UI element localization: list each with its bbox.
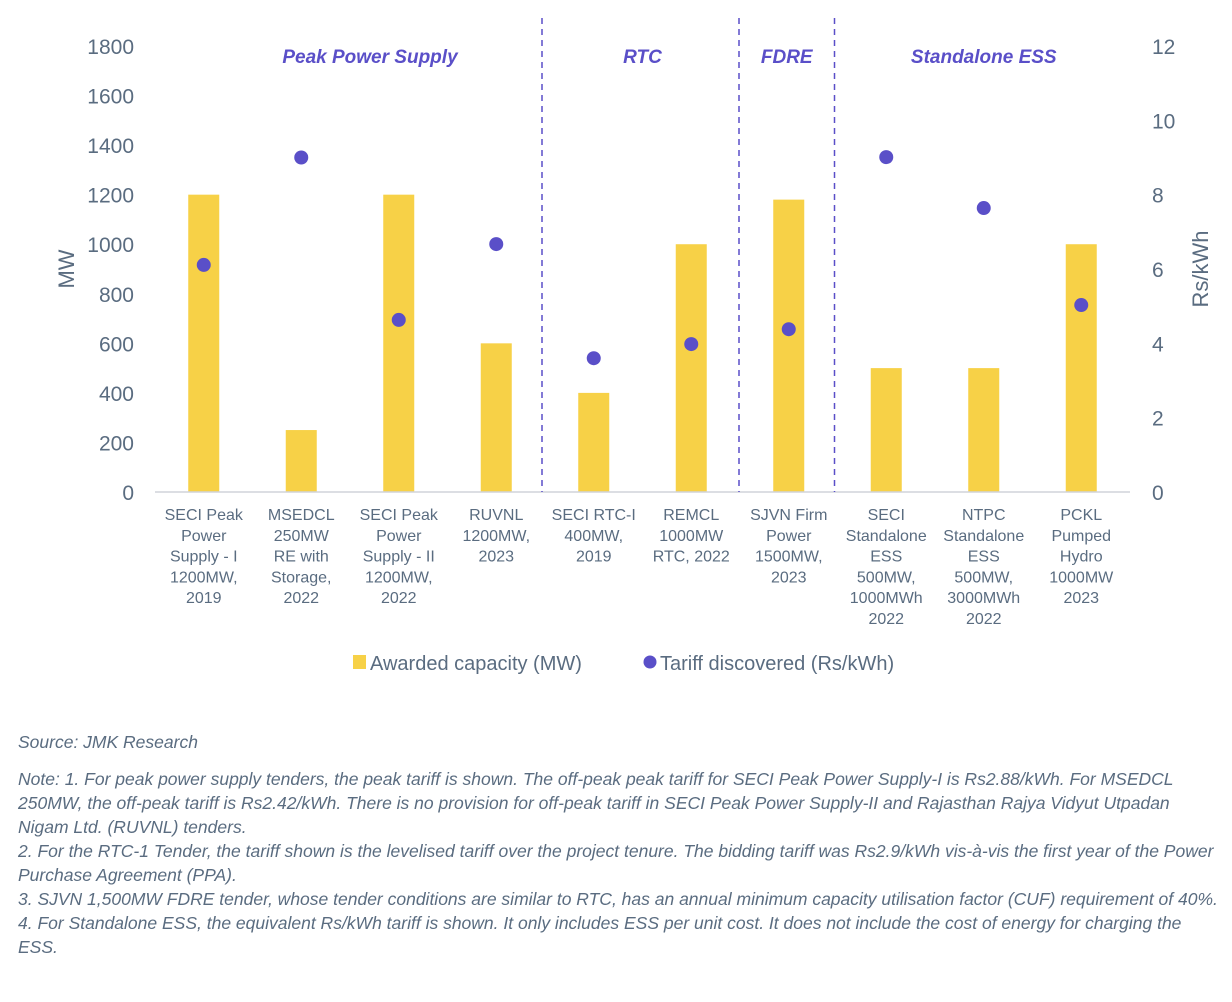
source-text: Source: JMK Research [18, 732, 198, 752]
y-right-tick-label: 6 [1152, 259, 1164, 282]
bar [285, 430, 317, 492]
y-tick-label: 1200 [87, 185, 134, 208]
legend-bar-label: Awarded capacity (MW) [370, 653, 582, 675]
category-label: REMCL 1000MW RTC, 2022 [653, 507, 730, 566]
bar [383, 194, 415, 492]
category-label: SECI Peak Power Supply - I 1200MW, 2019 [165, 507, 244, 607]
y-tick-label: 1600 [87, 86, 134, 109]
note-4: 4. For Standalone ESS, the equivalent Rs… [18, 913, 1182, 957]
tariff-point [586, 351, 601, 366]
y-right-tick-label: 8 [1152, 185, 1164, 208]
bar [578, 392, 610, 492]
y-tick-label: 800 [99, 284, 134, 307]
y-right-tick-label: 4 [1152, 333, 1164, 356]
note-3: 3. SJVN 1,500MW FDRE tender, whose tende… [18, 889, 1218, 909]
bar [968, 368, 1000, 492]
y-tick-label: 1400 [87, 135, 134, 158]
combo-chart: 0 200 400 600 800 1000 1200 1400 1600 1800 0 2 4 6 8 10… [54, 18, 1213, 675]
notes: Source: JMK Research Note: 1. For peak p… [18, 730, 1218, 959]
note-1: Note: 1. For peak power supply tenders, … [18, 769, 1174, 837]
tariff-point [1074, 298, 1089, 313]
tariff-point [781, 322, 796, 337]
section-label: RTC [623, 47, 662, 68]
section-label: Standalone ESS [911, 47, 1057, 68]
y-right-tick-label: 0 [1152, 482, 1164, 505]
y-tick-label: 400 [99, 383, 134, 406]
legend-dot-label: Tariff discovered (Rs/kWh) [660, 653, 894, 675]
y-right-axis-title: Rs/kWh [1188, 231, 1213, 308]
tariff-point [879, 150, 894, 165]
bar [870, 368, 902, 492]
bar [675, 244, 707, 492]
category-label: PCKL Pumped Hydro 1000MW 2023 [1049, 507, 1114, 607]
y-tick-label: 1000 [87, 234, 134, 257]
y-tick-label: 200 [99, 432, 134, 455]
category-label: SECI RTC-I 400MW, 2019 [552, 507, 636, 566]
tariff-point [489, 237, 504, 252]
note-2: 2. For the RTC-1 Tender, the tariff show… [18, 841, 1214, 885]
tariff-point [976, 201, 991, 216]
bar [188, 194, 220, 492]
tariff-point [391, 312, 406, 327]
tariff-point [196, 257, 211, 272]
tariff-point [294, 150, 309, 165]
y-right-tick-label: 12 [1152, 36, 1175, 59]
section-label: FDRE [761, 47, 814, 68]
y-tick-label: 1800 [87, 36, 134, 59]
section-label: Peak Power Supply [282, 47, 459, 68]
tariff-point [684, 337, 699, 352]
category-label: SECI Standalone ESS 500MW, 1000MWh 2022 [846, 507, 927, 628]
y-axis-title: MW [54, 249, 79, 288]
category-label: MSEDCL 250MW RE with Storage, 2022 [268, 507, 335, 607]
y-tick-label: 0 [122, 482, 134, 505]
legend-dot-swatch [643, 655, 657, 669]
bar [480, 343, 512, 492]
y-tick-label: 600 [99, 333, 134, 356]
category-label: SECI Peak Power Supply - II 1200MW, 2022 [360, 507, 439, 607]
category-label: SJVN Firm Power 1500MW, 2023 [750, 507, 827, 586]
category-label: RUVNL 1200MW, 2023 [462, 507, 530, 566]
legend-bar-swatch [353, 655, 366, 669]
category-label: NTPC Standalone ESS 500MW, 3000MWh 2022 [943, 507, 1024, 628]
y-right-tick-label: 2 [1152, 408, 1164, 431]
bar [1065, 244, 1097, 492]
bar [773, 199, 805, 492]
y-right-tick-label: 10 [1152, 110, 1175, 133]
